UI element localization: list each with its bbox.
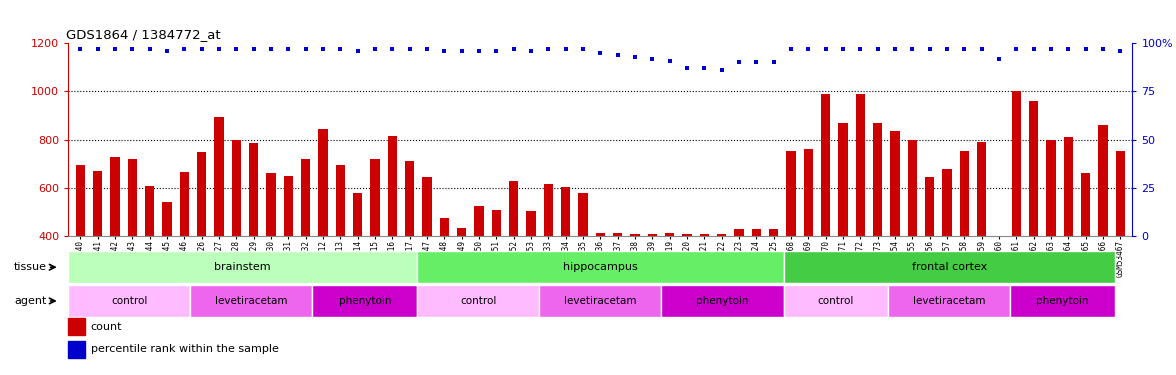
Bar [440,218,449,333]
Text: percentile rank within the sample: percentile rank within the sample [91,344,279,354]
Text: count: count [91,322,122,332]
Text: hippocampus: hippocampus [563,262,637,272]
Bar [127,159,138,333]
Bar [873,123,882,333]
Bar [457,228,467,333]
Text: phenytoin: phenytoin [1036,296,1089,306]
Bar [196,152,207,333]
Bar [630,234,640,333]
Text: control: control [817,296,854,306]
Bar [994,243,1004,333]
Text: frontal cortex: frontal cortex [911,262,987,272]
Text: tissue: tissue [14,262,47,272]
Bar [838,123,848,333]
Bar [68,318,85,335]
Bar [787,150,796,333]
Text: control: control [111,296,147,306]
Bar [405,161,414,333]
Text: agent: agent [14,296,47,306]
Bar [353,193,362,333]
Bar [664,232,675,333]
Bar [162,202,172,333]
Bar [301,159,310,333]
Bar [214,117,223,333]
Bar [783,251,1115,283]
Bar [111,157,120,333]
Bar [561,187,570,333]
Bar [266,174,276,333]
Bar [417,251,783,283]
Bar [417,285,540,317]
Bar [474,206,483,333]
Bar [191,285,313,317]
Bar [1010,285,1115,317]
Text: brainstem: brainstem [214,262,270,272]
Bar [648,234,657,333]
Bar [68,251,417,283]
Bar [180,172,189,333]
Bar [783,285,888,317]
Bar [93,171,102,333]
Text: GDS1864 / 1384772_at: GDS1864 / 1384772_at [66,28,221,40]
Bar [888,285,1010,317]
Bar [717,234,727,333]
Bar [1047,140,1056,333]
Text: control: control [460,296,496,306]
Bar [335,165,345,333]
Bar [75,165,85,333]
Bar [769,229,779,333]
Bar [1029,101,1038,333]
Bar [977,142,987,333]
Bar [803,149,813,333]
Bar [751,229,761,333]
Bar [924,177,935,333]
Bar [700,234,709,333]
Bar [249,143,259,333]
Text: phenytoin: phenytoin [696,296,749,306]
Bar [543,184,553,333]
Bar [319,129,328,333]
Bar [856,94,866,333]
Bar [1063,137,1074,333]
Bar [540,285,661,317]
Bar [492,210,501,333]
Bar [526,211,536,333]
Bar [370,159,380,333]
Bar [661,285,783,317]
Bar [145,186,154,333]
Bar [908,140,917,333]
Bar [821,94,830,333]
Bar [313,285,417,317]
Text: levetiracetam: levetiracetam [913,296,985,306]
Bar [942,169,951,333]
Bar [68,285,191,317]
Bar [283,176,293,333]
Bar [960,150,969,333]
Bar [579,193,588,333]
Bar [1011,92,1021,333]
Bar [890,131,900,333]
Text: phenytoin: phenytoin [339,296,392,306]
Bar [734,229,743,333]
Bar [1081,174,1090,333]
Bar [68,340,85,358]
Bar [1098,125,1108,333]
Bar [388,136,397,333]
Bar [422,177,432,333]
Bar [509,181,519,333]
Bar [1116,150,1125,333]
Bar [595,232,606,333]
Bar [613,232,622,333]
Bar [682,234,691,333]
Text: levetiracetam: levetiracetam [564,296,636,306]
Bar [232,140,241,333]
Text: levetiracetam: levetiracetam [215,296,288,306]
